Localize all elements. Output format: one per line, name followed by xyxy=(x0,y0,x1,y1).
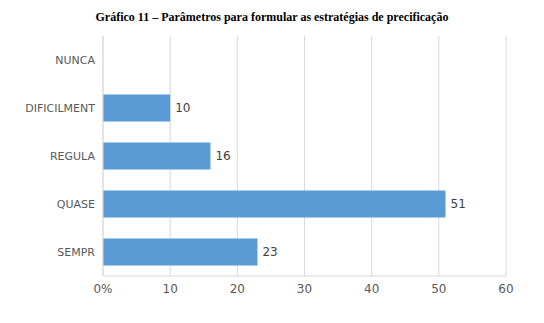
svg-text:60: 60 xyxy=(498,282,513,296)
svg-text:10: 10 xyxy=(175,101,190,115)
svg-text:51: 51 xyxy=(451,197,466,211)
svg-text:DIFICILMENT: DIFICILMENT xyxy=(25,102,95,115)
svg-text:50: 50 xyxy=(431,282,446,296)
svg-text:QUASE: QUASE xyxy=(57,198,95,211)
html-text:Gráfico 11 – Parâmetros para f: Gráfico 11 – Parâmetros para formular as… xyxy=(95,10,449,24)
svg-text:20: 20 xyxy=(230,282,245,296)
svg-text:30: 30 xyxy=(297,282,312,296)
svg-text:40: 40 xyxy=(364,282,379,296)
svg-text:23: 23 xyxy=(262,245,277,259)
svg-text:10: 10 xyxy=(163,282,178,296)
svg-text:16: 16 xyxy=(215,149,230,163)
svg-text:SEMPR: SEMPR xyxy=(57,246,95,259)
svg-text:NUNCA: NUNCA xyxy=(55,54,95,67)
svg-text:0%: 0% xyxy=(93,282,112,296)
svg-text:REGULA: REGULA xyxy=(50,150,96,163)
